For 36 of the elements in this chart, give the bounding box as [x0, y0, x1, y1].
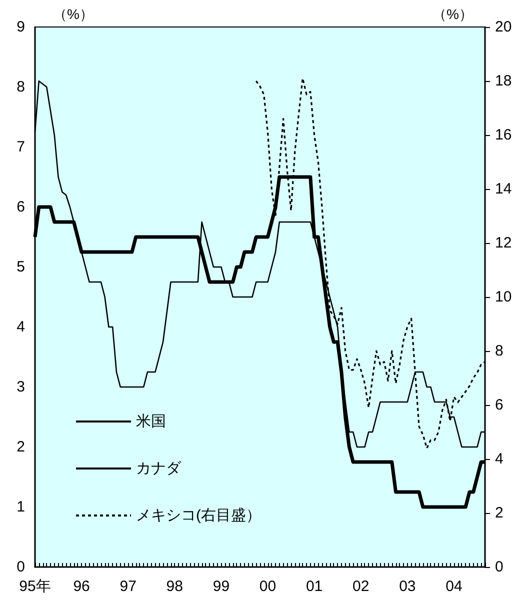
y2-tick-label: 18 [495, 72, 512, 90]
y-tick-label: 7 [16, 138, 25, 156]
legend-label: 米国 [136, 413, 166, 430]
x-tick-label: 95年 [19, 578, 51, 595]
y2-axis-title: （%） [432, 6, 473, 22]
legend-label: カナダ [136, 460, 182, 477]
y-axis-title: （%） [53, 6, 94, 22]
y-tick-label: 4 [16, 318, 25, 336]
y-tick-label: 0 [16, 558, 25, 576]
y-tick-label: 3 [16, 378, 25, 396]
x-tick-label: 01 [306, 578, 323, 595]
y2-tick-label: 20 [495, 18, 512, 36]
y2-tick-label: 8 [495, 342, 504, 360]
y2-tick-label: 6 [495, 396, 504, 414]
x-tick-label: 97 [120, 578, 136, 595]
x-tick-label: 03 [399, 578, 416, 595]
y2-tick-label: 2 [495, 504, 504, 522]
legend-label: メキシコ(右目盛） [136, 507, 261, 524]
x-tick-label: 00 [259, 578, 276, 595]
y-tick-label: 9 [16, 18, 25, 36]
x-tick-label: 99 [212, 578, 230, 595]
y2-tick-label: 12 [495, 234, 512, 252]
y2-tick-label: 0 [495, 558, 504, 576]
x-tick-label: 02 [352, 578, 370, 595]
y2-tick-label: 14 [495, 180, 512, 198]
y2-tick-label: 4 [495, 450, 504, 468]
y-tick-label: 1 [16, 498, 25, 516]
y-tick-label: 6 [16, 198, 25, 216]
x-tick-label: 04 [446, 578, 462, 595]
x-tick-label: 98 [166, 578, 183, 595]
y-tick-label: 5 [16, 258, 25, 276]
y-tick-label: 8 [16, 78, 25, 96]
y2-tick-label: 16 [495, 126, 512, 144]
y2-tick-label: 10 [495, 288, 512, 306]
y-tick-label: 2 [16, 438, 25, 456]
x-tick-label: 96 [73, 578, 90, 595]
